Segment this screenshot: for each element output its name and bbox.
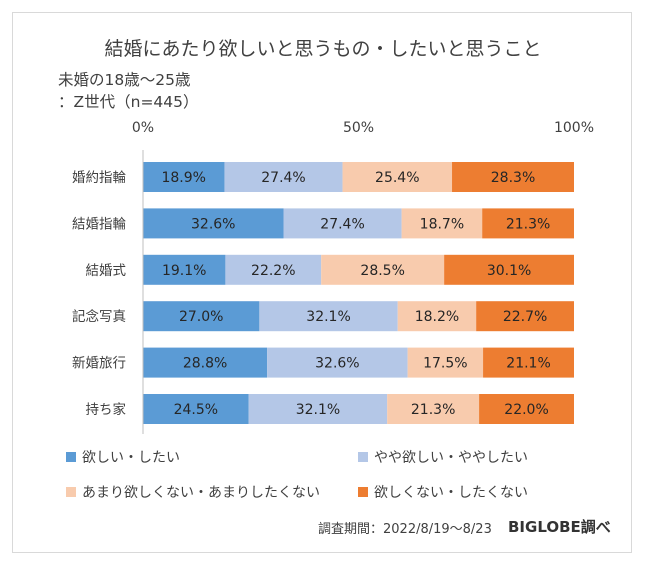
brand-credit: BIGLOBE調べ xyxy=(508,518,611,536)
data-label: 25.4% xyxy=(375,170,419,186)
survey-period: 調査期間：2022/8/19〜8/23 xyxy=(318,522,492,537)
bar-segment xyxy=(143,394,249,424)
legend-swatch-2 xyxy=(66,487,76,497)
bar-segment xyxy=(476,301,574,332)
data-label: 18.2% xyxy=(415,309,459,325)
data-label: 32.1% xyxy=(296,402,340,418)
legend-swatch-1 xyxy=(358,452,368,462)
data-label: 28.3% xyxy=(491,170,535,186)
bar-segment xyxy=(342,162,453,192)
bar-segment xyxy=(397,301,477,332)
data-label: 22.0% xyxy=(504,402,548,418)
bar-segment xyxy=(143,208,284,239)
data-label: 22.2% xyxy=(251,263,295,279)
bar-segment xyxy=(143,162,225,192)
legend-item-1: やや欲しい・ややしたい xyxy=(358,447,528,467)
data-label: 32.6% xyxy=(191,216,235,232)
bar-segment xyxy=(482,208,574,239)
bar-segment xyxy=(267,347,408,378)
legend-swatch-0 xyxy=(66,452,76,462)
data-label: 21.3% xyxy=(411,402,455,418)
data-label: 24.5% xyxy=(174,402,218,418)
data-label: 32.6% xyxy=(315,356,359,372)
bar-segment xyxy=(143,254,226,285)
data-label: 27.4% xyxy=(320,216,364,232)
bar-segment xyxy=(224,162,343,192)
bar-segment xyxy=(407,347,484,378)
legend-label-2: あまり欲しくない・あまりしたくない xyxy=(82,485,320,501)
data-label: 27.0% xyxy=(179,309,223,325)
bar-segment xyxy=(401,208,483,239)
bar-segment xyxy=(259,301,398,332)
data-label: 17.5% xyxy=(423,356,467,372)
bar-segment xyxy=(387,394,480,424)
bar-segment xyxy=(143,347,268,378)
x-tick-label: 0% xyxy=(132,120,154,136)
legend-label-0: 欲しい・したい xyxy=(82,450,180,466)
chart-title: 結婚にあたり欲しいと思うもの・したいと思うこと xyxy=(104,38,542,60)
legend-item-2: あまり欲しくない・あまりしたくない xyxy=(66,482,320,502)
category-label: 持ち家 xyxy=(86,401,127,418)
legend-label-1: やや欲しい・ややしたい xyxy=(374,450,528,466)
bar-segment xyxy=(483,347,574,378)
legend-item-0: 欲しい・したい xyxy=(66,447,180,467)
data-label: 32.1% xyxy=(306,309,350,325)
category-label: 婚約指輪 xyxy=(72,169,126,186)
data-label: 21.1% xyxy=(506,356,550,372)
legend-label-3: 欲しくない・したくない xyxy=(374,485,528,501)
data-label: 28.8% xyxy=(183,356,227,372)
x-tick-label: 100% xyxy=(554,120,594,136)
category-label: 結婚式 xyxy=(86,263,127,279)
legend-item-3: 欲しくない・したくない xyxy=(358,482,528,502)
x-tick-label: 50% xyxy=(343,120,374,136)
category-label: 新婚旅行 xyxy=(72,356,126,372)
data-label: 18.7% xyxy=(420,216,464,232)
bar-segment xyxy=(444,254,574,285)
data-label: 28.5% xyxy=(360,263,404,279)
category-label: 記念写真 xyxy=(72,308,126,325)
chart-subtitle-line-2: ：Z世代（n=445） xyxy=(58,93,199,111)
bar-segment xyxy=(321,254,445,285)
category-label: 結婚指輪 xyxy=(72,215,126,232)
bar-segment xyxy=(479,394,574,424)
chart-subtitle-line-1: 未婚の18歳〜25歳 xyxy=(58,71,191,89)
data-label: 30.1% xyxy=(487,263,531,279)
bar-segment xyxy=(225,254,322,285)
legend-swatch-3 xyxy=(358,487,368,497)
bar-segment xyxy=(283,208,402,239)
data-label: 27.4% xyxy=(261,170,305,186)
data-label: 21.3% xyxy=(506,216,550,232)
bar-segment xyxy=(452,162,574,192)
data-label: 19.1% xyxy=(162,263,206,279)
bar-segment xyxy=(248,394,388,424)
bar-segment xyxy=(143,301,260,332)
data-label: 18.9% xyxy=(161,170,205,186)
data-label: 22.7% xyxy=(503,309,547,325)
